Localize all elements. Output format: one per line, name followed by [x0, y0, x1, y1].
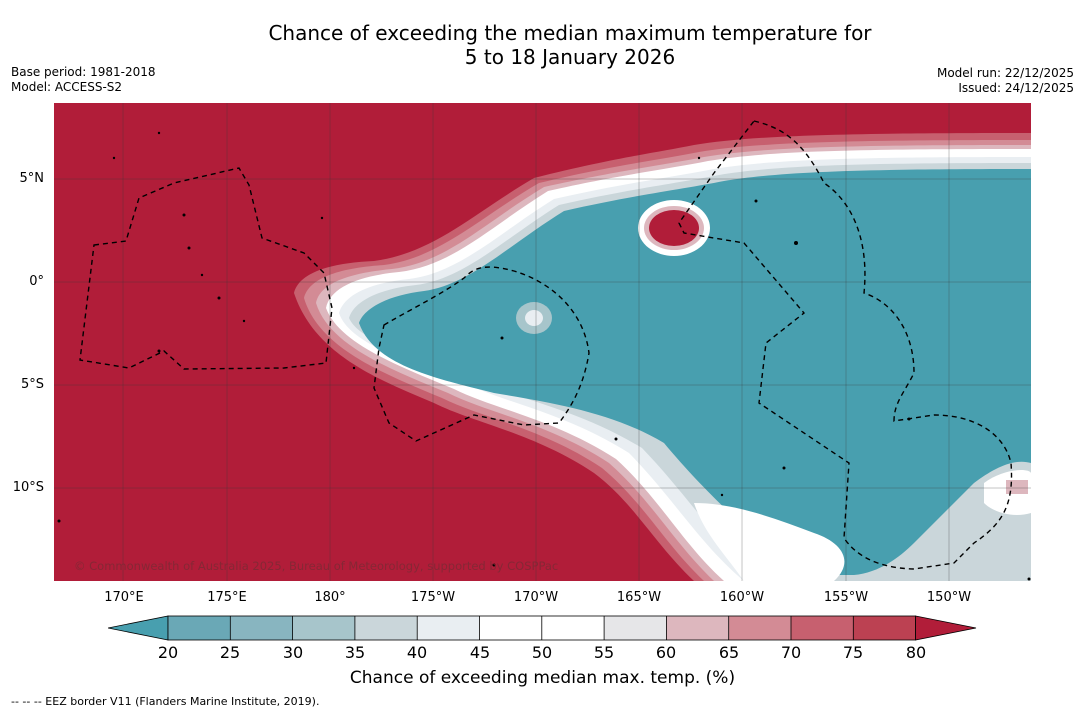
map-title: Chance of exceeding the median maximum t…: [0, 21, 1085, 69]
colorbar-tick-45: 45: [469, 643, 491, 662]
colorbar-tick-40: 40: [406, 643, 428, 662]
colorbar-low-arrow: [108, 615, 169, 641]
colorbar-seg-35: [354, 616, 418, 640]
colorbar-seg-75: [853, 616, 916, 640]
base-period: Base period: 1981-2018: [11, 65, 156, 79]
colorbar-seg-50: [541, 616, 605, 640]
title-line-2: 5 to 18 January 2026: [464, 45, 676, 69]
colorbar-seg-45: [479, 616, 542, 640]
colorbar-tick-55: 55: [593, 643, 615, 662]
colorbar-seg-25: [230, 616, 293, 640]
lat-label-0: 0°: [29, 274, 44, 289]
colorbar-tick-80: 80: [905, 643, 927, 662]
meta-left: Base period: 1981-2018 Model: ACCESS-S2: [11, 65, 156, 95]
meta-right: Model run: 22/12/2025 Issued: 24/12/2025: [937, 66, 1074, 96]
colorbar-high-arrow: [915, 615, 977, 641]
colorbar-tick-25: 25: [219, 643, 241, 662]
model-run: Model run: 22/12/2025: [936, 66, 1074, 80]
colorbar-seg-65: [728, 616, 791, 640]
lon-label-160w: 160°W: [719, 590, 765, 605]
colorbar-seg-20: [168, 616, 231, 640]
colorbar: [108, 615, 977, 641]
lon-label-175w: 175°W: [410, 590, 456, 605]
copyright-text: © Commonwealth of Australia 2025, Bureau…: [74, 559, 558, 573]
lon-label-175e: 175°E: [207, 590, 247, 605]
forecast-map: © Commonwealth of Australia 2025, Bureau…: [54, 103, 1031, 581]
colorbar-seg-70: [791, 616, 854, 640]
colorbar-tick-50: 50: [531, 643, 553, 662]
colorbar-seg-60: [666, 616, 729, 640]
eez-footnote: -- -- -- EEZ border V11 (Flanders Marine…: [11, 695, 320, 708]
cool-anomaly-region: [359, 169, 1031, 575]
colorbar-tick-20: 20: [157, 643, 179, 662]
colorbar-seg-55: [604, 616, 667, 640]
colorbar-seg-40: [417, 616, 480, 640]
lon-label-155w: 155°W: [823, 590, 869, 605]
lat-label-10s: 10°S: [12, 480, 44, 495]
title-line-1: Chance of exceeding the median maximum t…: [268, 21, 872, 45]
colorbar-tick-30: 30: [282, 643, 304, 662]
colorbar-tick-60: 60: [655, 643, 677, 662]
colorbar-seg-30: [292, 616, 355, 640]
colorbar-tick-35: 35: [344, 643, 366, 662]
lat-label-5s: 5°S: [20, 377, 44, 392]
colorbar-tick-70: 70: [780, 643, 802, 662]
neutral-band-south: [694, 503, 845, 581]
colorbar-title: Chance of exceeding median max. temp. (%…: [349, 668, 736, 688]
colorbar-tick-75: 75: [842, 643, 864, 662]
lon-label-150w: 150°W: [926, 590, 972, 605]
islands: [57, 131, 1031, 581]
hot-pocket: [649, 210, 699, 246]
colorbar-tick-65: 65: [718, 643, 740, 662]
model-name: Model: ACCESS-S2: [11, 80, 123, 94]
lon-label-170e: 170°E: [104, 590, 144, 605]
eez-borders: [79, 120, 1013, 570]
issued-date: Issued: 24/12/2025: [958, 81, 1074, 95]
lon-label-180: 180°: [314, 590, 346, 605]
lat-label-5n: 5°N: [19, 171, 45, 186]
map-gridlines: [54, 103, 1031, 581]
lon-label-165w: 165°W: [616, 590, 662, 605]
lon-label-170w: 170°W: [513, 590, 559, 605]
